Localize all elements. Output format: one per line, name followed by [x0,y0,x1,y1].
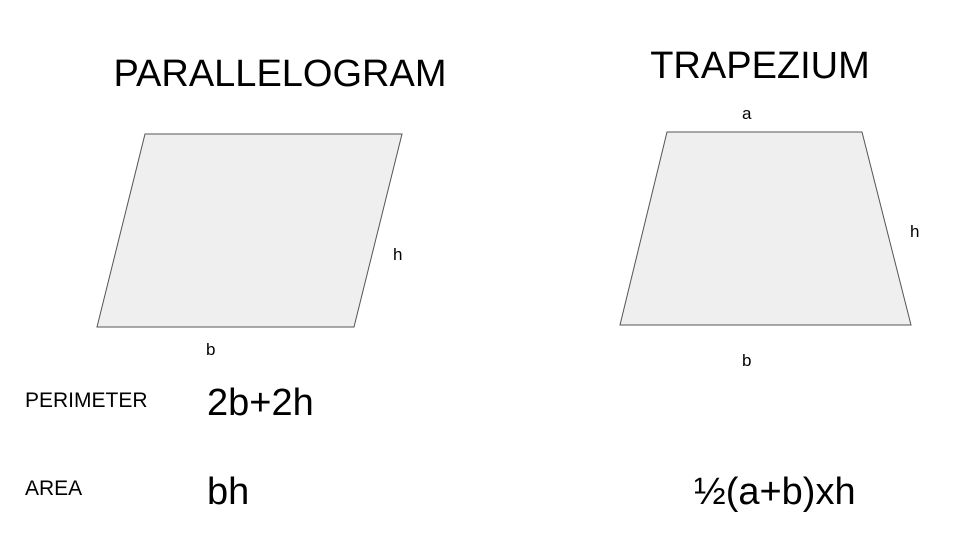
parallelogram-side-label: h [393,245,402,265]
perimeter-label: PERIMETER [25,389,148,413]
parallelogram-area-formula: bh [207,471,249,514]
trapezium-top-label: a [742,104,751,124]
trapezium-area-formula: ½(a+b)xh [694,471,856,514]
trapezium-base-label: b [742,351,751,371]
parallelogram-perimeter-formula: 2b+2h [207,382,314,425]
parallelogram-shape [97,134,402,327]
trapezium-side-label: h [910,222,919,242]
trapezium-shape [620,132,911,325]
area-label: AREA [25,477,82,501]
parallelogram-base-label: b [206,340,215,360]
